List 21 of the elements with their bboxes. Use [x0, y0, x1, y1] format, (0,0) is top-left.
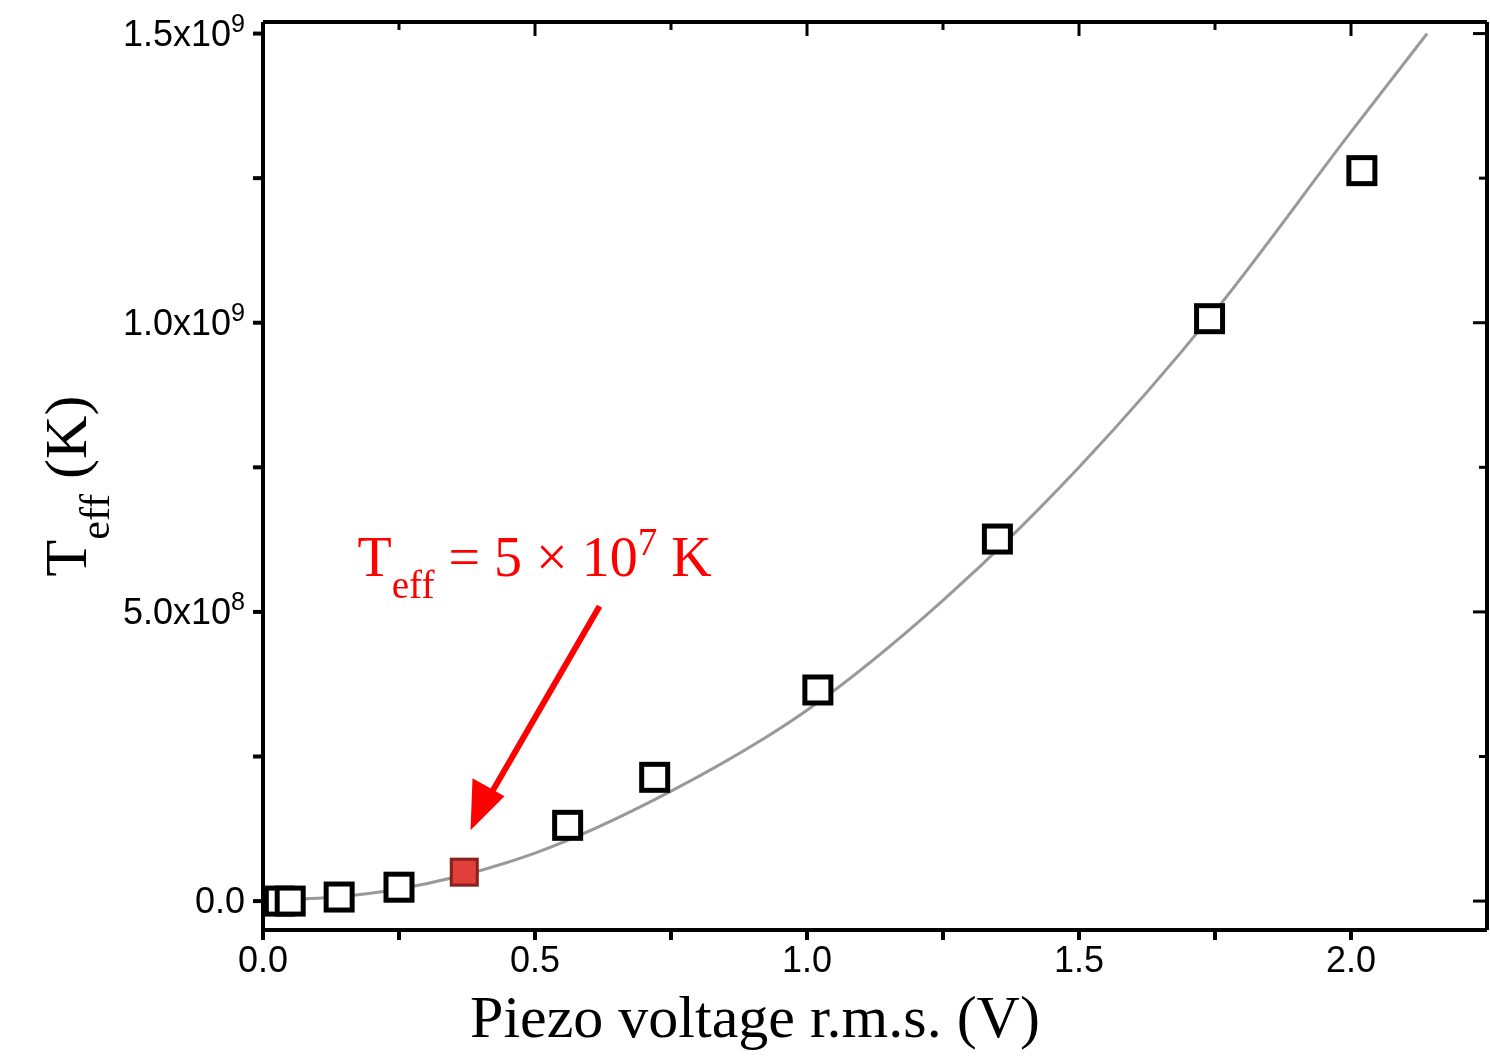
x-tick-label: 0.5 — [509, 939, 561, 980]
x-tick-label: 0.0 — [237, 939, 289, 980]
annotation: T$_{eff}$ = 5 × 10$^{7}$ K — [357, 519, 712, 606]
y-tick-label: 1.0x10$^{9}$ — [122, 297, 245, 343]
point — [1194, 303, 1226, 335]
y-tick-label: 5.0x10$^{8}$ — [122, 586, 245, 632]
point — [383, 871, 415, 903]
y-tick-label: 1.5x10$^{9}$ — [122, 8, 245, 54]
point — [274, 885, 306, 917]
x-tick-label: 2.0 — [1325, 939, 1377, 980]
x-tick-label: 1.5 — [1053, 939, 1105, 980]
point — [323, 881, 355, 913]
x-axis-title: Piezo voltage r.m.s. (V) — [470, 984, 1040, 1050]
point — [981, 523, 1013, 555]
point — [449, 857, 479, 887]
x-tick-label: 1.0 — [781, 939, 833, 980]
point — [552, 809, 584, 841]
point — [1346, 155, 1378, 187]
y-tick-label: 0.0 — [194, 880, 245, 922]
point — [639, 761, 671, 793]
point — [802, 674, 834, 706]
